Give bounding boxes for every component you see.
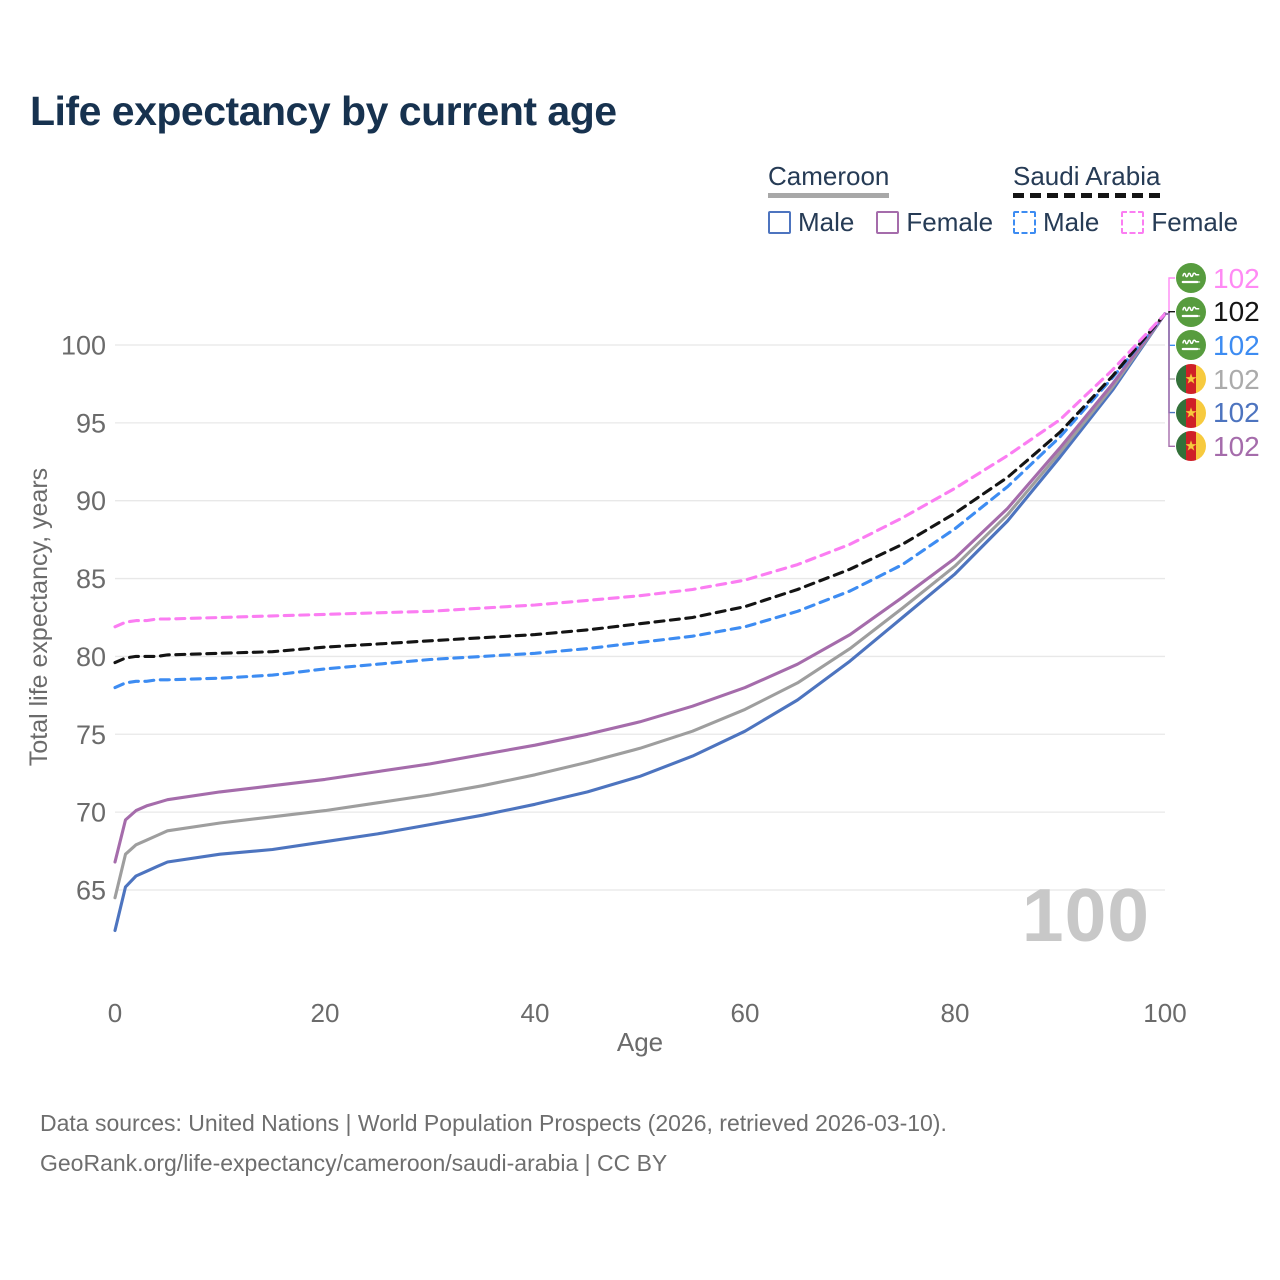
- legend-group-saudi-arabia: Saudi Arabia Male Female: [1013, 162, 1238, 238]
- end-label-value: 102: [1213, 296, 1260, 328]
- cameroon-flag-icon: [1176, 397, 1206, 428]
- legend-line-sample-saudi-arabia: [1013, 193, 1163, 198]
- legend-item-cameroon-female[interactable]: Female: [876, 207, 993, 238]
- footer: Data sources: United Nations | World Pop…: [40, 1103, 947, 1183]
- legend-country-cameroon[interactable]: Cameroon: [768, 161, 890, 191]
- footer-attribution: GeoRank.org/life-expectancy/cameroon/sau…: [40, 1150, 668, 1176]
- end-label-saudi-arabia-0: 102: [1176, 262, 1260, 295]
- end-label-saudi-arabia-1: 102: [1176, 295, 1260, 328]
- end-label-value: 102: [1213, 262, 1260, 294]
- legend-swatch-saudi-male[interactable]: [1013, 211, 1036, 234]
- end-label-cameroon-5: 102: [1176, 430, 1260, 463]
- x-tick-label-60: 60: [731, 998, 760, 1028]
- series-line-saudi-arabia-both-sexes[interactable]: [113, 312, 1167, 665]
- x-tick-label-80: 80: [941, 998, 970, 1028]
- legend-item-label: Male: [798, 207, 855, 237]
- x-tick-label-0: 0: [108, 998, 122, 1028]
- saudi-arabia-flag-icon: [1176, 296, 1206, 327]
- legend-item-cameroon-male[interactable]: Male: [768, 207, 854, 238]
- page-title: Life expectancy by current age: [30, 88, 617, 134]
- cameroon-flag-icon: [1176, 364, 1206, 394]
- end-label-saudi-arabia-2: 102: [1176, 329, 1260, 362]
- y-axis-title: Total life expectancy, years: [25, 468, 53, 766]
- x-tick-label-40: 40: [521, 998, 550, 1028]
- legend-group-cameroon: Cameroon Male Female: [768, 162, 993, 238]
- series-line-saudi-arabia-female[interactable]: [113, 312, 1167, 629]
- x-axis-title: Age: [617, 1027, 663, 1057]
- end-label-leader-3: [1165, 313, 1175, 380]
- end-label-cameroon-4: 102: [1176, 396, 1260, 429]
- cameroon-flag-icon: [1176, 431, 1206, 462]
- plot-area[interactable]: [115, 270, 1165, 1015]
- legend-item-saudi-male[interactable]: Male: [1013, 207, 1099, 238]
- x-tick-label-100: 100: [1143, 998, 1186, 1028]
- legend-item-label: Female: [1151, 207, 1239, 237]
- series-line-cameroon-male[interactable]: [113, 312, 1167, 933]
- hover-age-watermark: 100: [1021, 873, 1150, 957]
- y-tick-label-80: 80: [76, 642, 106, 672]
- legend-swatch-cameroon-male[interactable]: [768, 211, 791, 234]
- y-tick-label-65: 65: [76, 875, 106, 905]
- end-label-leader-2: [1165, 313, 1175, 346]
- saudi-arabia-flag-icon: [1176, 330, 1206, 361]
- y-tick-label-75: 75: [76, 720, 106, 750]
- y-tick-label-70: 70: [76, 798, 106, 828]
- legend-line-sample-cameroon: [768, 193, 889, 198]
- series-line-cameroon-both-sexes[interactable]: [113, 312, 1167, 900]
- end-label-value: 102: [1213, 430, 1260, 462]
- legend-swatch-saudi-female[interactable]: [1121, 211, 1145, 234]
- end-label-leader-5: [1165, 313, 1175, 447]
- x-tick-label-20: 20: [311, 998, 340, 1028]
- end-label-leader-4: [1165, 313, 1175, 414]
- legend-item-label: Female: [906, 207, 994, 237]
- end-label-leader-0: [1165, 277, 1175, 315]
- legend-swatch-cameroon-female[interactable]: [876, 211, 900, 234]
- legend-country-saudi-arabia[interactable]: Saudi Arabia: [1013, 161, 1161, 191]
- y-tick-label-90: 90: [76, 486, 106, 516]
- y-tick-label-85: 85: [76, 564, 106, 594]
- legend-item-saudi-female[interactable]: Female: [1121, 207, 1238, 238]
- footer-data-sources: Data sources: United Nations | World Pop…: [40, 1110, 947, 1136]
- end-label-value: 102: [1213, 363, 1260, 395]
- y-tick-label-100: 100: [61, 331, 106, 361]
- end-label-value: 102: [1213, 329, 1260, 361]
- y-tick-label-95: 95: [76, 408, 106, 438]
- end-label-value: 102: [1213, 397, 1260, 429]
- series-line-cameroon-female[interactable]: [113, 312, 1167, 864]
- series-line-saudi-arabia-male[interactable]: [113, 312, 1167, 690]
- saudi-arabia-flag-icon: [1176, 263, 1206, 293]
- end-label-cameroon-3: 102: [1176, 363, 1260, 396]
- legend-item-label: Male: [1043, 207, 1100, 237]
